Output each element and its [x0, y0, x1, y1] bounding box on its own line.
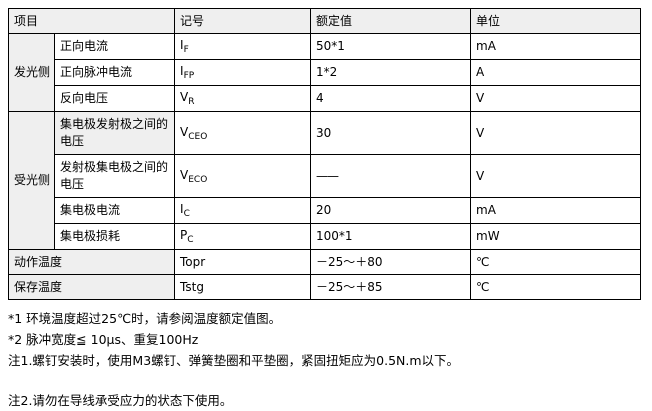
item-value: 100*1 — [310, 223, 472, 250]
symbol-subscript: R — [188, 97, 195, 107]
table-row: 集电极电流 IC 20 mA — [9, 197, 642, 224]
item-value: 20 — [310, 197, 472, 224]
symbol-base: V — [180, 124, 189, 139]
item-symbol: IFP — [174, 59, 312, 86]
table-row: 发射极集电极之间的电压 VECO —— V — [9, 154, 642, 198]
table-row: 受光侧 集电极发射极之间的电压 VCEO 30 V — [8, 111, 642, 250]
symbol-base: I — [180, 202, 184, 216]
symbol-subscript: F — [183, 45, 189, 55]
item-value: —— — [310, 154, 472, 198]
item-value: －25～＋80 — [310, 249, 472, 275]
item-unit: mW — [470, 223, 642, 250]
table-row: 正向脉冲电流 IFP 1*2 A — [9, 59, 642, 86]
table-header-row: 项目 记号 额定值 单位 — [7, 8, 642, 34]
item-name: 集电极发射极之间的电压 — [53, 111, 176, 155]
item-name: 正向脉冲电流 — [53, 59, 176, 86]
item-symbol: VECO — [174, 154, 312, 198]
footnotes: *1 环境温度超过25℃时，请参阅温度额定值图。 *2 脉冲宽度≦ 10μs、重… — [8, 308, 648, 411]
symbol-base: I — [180, 64, 184, 78]
table-row: 发光侧 正向电流 IF 50*1 mA — [8, 33, 642, 112]
table-row: 反向电压 VR 4 V — [9, 85, 642, 112]
item-symbol: IC — [174, 197, 312, 224]
item-symbol: IF — [174, 33, 312, 60]
footnote-2: *2 脉冲宽度≦ 10μs、重复100Hz — [8, 332, 199, 347]
symbol-subscript: C — [183, 209, 190, 219]
item-symbol: PC — [174, 223, 312, 250]
item-name: 发射极集电极之间的电压 — [53, 154, 176, 198]
symbol-subscript: C — [187, 235, 194, 245]
item-unit: V — [470, 85, 642, 112]
note-2: 注2.请勿在导线承受应力的状态下使用。 — [8, 393, 233, 408]
symbol-base: V — [180, 167, 189, 182]
item-symbol: Topr — [174, 249, 312, 275]
footnote-1: *1 环境温度超过25℃时，请参阅温度额定值图。 — [8, 311, 282, 326]
column-header-symbol: 记号 — [174, 8, 312, 34]
item-value: 50*1 — [310, 33, 472, 60]
table-row: 动作温度 Topr －25～＋80 ℃ — [7, 249, 642, 275]
group-label-emitter: 发光侧 — [8, 33, 55, 112]
item-unit: V — [470, 111, 642, 155]
item-name: 集电极损耗 — [53, 223, 176, 250]
item-name: 反向电压 — [53, 85, 176, 112]
column-header-item: 项目 — [7, 8, 176, 34]
symbol-subscript: ECO — [188, 174, 208, 185]
note-1: 注1.螺钉安装时，使用M3螺钉、弹簧垫圈和平垫圈，紧固扭矩应为0.5N.m以下。 — [8, 353, 460, 368]
column-header-unit: 单位 — [470, 8, 642, 34]
item-symbol: Tstg — [174, 274, 312, 300]
symbol-base: V — [180, 90, 189, 104]
item-unit: mA — [470, 197, 642, 224]
column-header-rating: 额定值 — [310, 8, 472, 34]
table-row: 集电极损耗 PC 100*1 mW — [9, 223, 642, 250]
item-name-storage-temperature: 保存温度 — [7, 274, 176, 300]
item-unit: ℃ — [470, 249, 642, 275]
item-value: 1*2 — [310, 59, 472, 86]
item-name: 正向电流 — [53, 33, 176, 60]
item-value: 30 — [310, 111, 472, 155]
item-symbol: VR — [174, 85, 312, 112]
item-unit: mA — [470, 33, 642, 60]
table-row: 保存温度 Tstg －25～＋85 ℃ — [7, 274, 642, 300]
group-label-detector: 受光侧 — [8, 111, 55, 250]
item-value: 4 — [310, 85, 472, 112]
item-name: 集电极电流 — [53, 197, 176, 224]
symbol-base: I — [180, 38, 184, 52]
item-unit: A — [470, 59, 642, 86]
item-unit: ℃ — [470, 274, 642, 300]
item-symbol: VCEO — [174, 111, 312, 155]
symbol-subscript: CEO — [188, 131, 208, 142]
item-unit: V — [470, 154, 642, 198]
symbol-subscript: FP — [183, 71, 195, 81]
item-name-operating-temperature: 动作温度 — [7, 249, 176, 275]
item-value: －25～＋85 — [310, 274, 472, 300]
absolute-maximum-ratings-table: 项目 记号 额定值 单位 发光侧 正向电流 IF 50*1 mA 正向脉冲电流 … — [7, 8, 642, 300]
symbol-base: P — [180, 228, 188, 242]
